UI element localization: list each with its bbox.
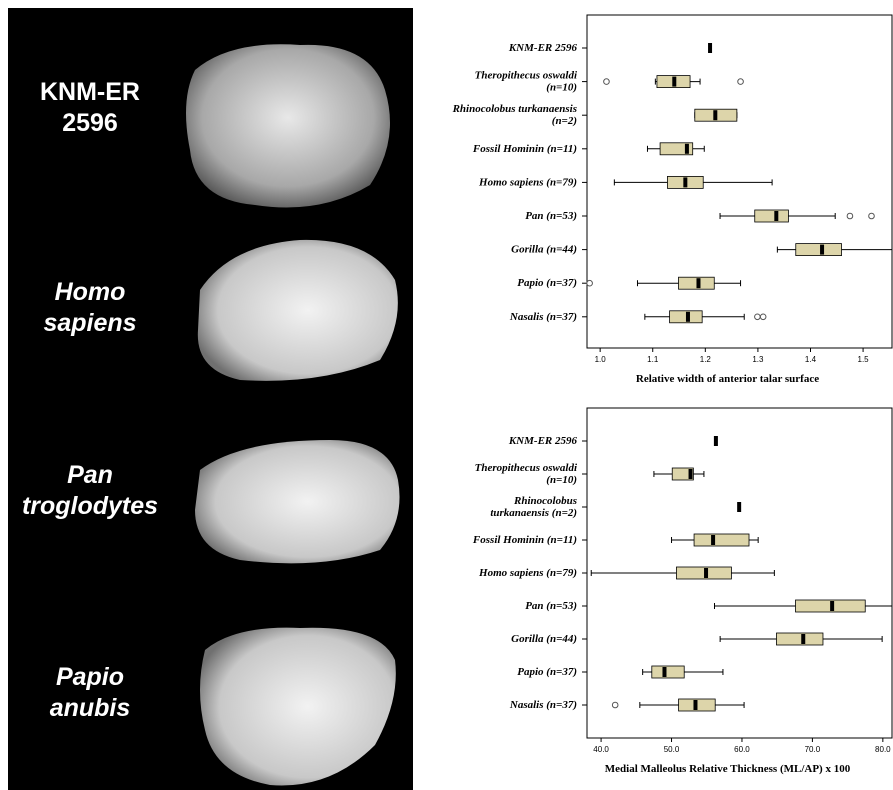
category-label: turkanaensis (n=2) — [490, 507, 577, 519]
category-label: Papio (n=37) — [517, 277, 577, 289]
outlier — [760, 314, 766, 320]
category-label: Fossil Hominin (n=11) — [472, 143, 577, 155]
page: {"specimens":[{"lines":["KNM-ER","2596"]… — [0, 0, 893, 790]
category-label: Gorilla (n=44) — [511, 633, 577, 645]
specimen-label: Papio — [56, 663, 124, 691]
x-tick-label: 40.0 — [593, 745, 609, 754]
plot-frame — [587, 15, 892, 348]
category-label: Theropithecus oswaldi — [475, 70, 578, 82]
x-tick-label: 1.4 — [805, 355, 817, 364]
category-label: (n=10) — [546, 474, 577, 486]
box — [694, 534, 749, 546]
specimen-label: 2596 — [62, 109, 118, 137]
bone-photo — [186, 44, 390, 207]
category-label: Homo sapiens (n=79) — [478, 176, 577, 188]
outlier — [869, 213, 875, 219]
median — [820, 245, 824, 255]
box — [676, 567, 731, 579]
x-axis-label: Medial Malleolus Relative Thickness (ML/… — [605, 763, 851, 775]
box — [776, 633, 822, 645]
x-tick-label: 1.5 — [858, 355, 870, 364]
outlier — [587, 280, 593, 286]
bone-photo — [195, 440, 400, 563]
x-axis-label: Relative width of anterior talar surface — [636, 373, 819, 385]
median — [704, 568, 708, 578]
category-label: Rhinocolobus turkanaensis — [452, 103, 577, 115]
box — [670, 311, 703, 323]
x-tick-label: 1.3 — [752, 355, 764, 364]
specimen-label: troglodytes — [22, 492, 158, 520]
category-label: Pan (n=53) — [525, 210, 577, 222]
category-label: Papio (n=37) — [517, 666, 577, 678]
box — [652, 666, 684, 678]
box — [796, 244, 842, 256]
median — [693, 700, 697, 710]
x-tick-label: 60.0 — [734, 745, 750, 754]
median — [801, 634, 805, 644]
median — [685, 144, 689, 154]
specimen-label: anubis — [50, 694, 131, 722]
x-tick-label: 1.2 — [700, 355, 712, 364]
specimen-label: sapiens — [43, 309, 136, 337]
category-label: Theropithecus oswaldi — [475, 462, 578, 474]
median — [713, 110, 717, 120]
category-label: (n=10) — [546, 82, 577, 94]
median — [737, 502, 741, 512]
outlier — [604, 79, 610, 85]
median — [708, 43, 712, 53]
outlier — [847, 213, 853, 219]
median — [696, 278, 700, 288]
category-label: Nasalis (n=37) — [509, 311, 577, 323]
category-label: Rhinocolobus — [513, 495, 577, 507]
box — [679, 277, 715, 289]
category-label: KNM-ER 2596 — [508, 435, 578, 447]
outlier — [612, 702, 618, 708]
median — [683, 177, 687, 187]
median — [830, 601, 834, 611]
specimen-label: Homo — [55, 278, 126, 306]
specimen-label: KNM-ER — [40, 78, 140, 106]
specimen-label: Pan — [67, 461, 113, 489]
median — [711, 535, 715, 545]
x-tick-label: 80.0 — [875, 745, 891, 754]
category-label: KNM-ER 2596 — [508, 42, 578, 54]
median — [662, 667, 666, 677]
x-tick-label: 70.0 — [805, 745, 821, 754]
median — [774, 211, 778, 221]
category-label: Homo sapiens (n=79) — [478, 567, 577, 579]
x-tick-label: 1.1 — [647, 355, 659, 364]
box — [755, 210, 789, 222]
figure: KNM-ER 2596 Homo sapiens Pan troglodytes Papio… — [0, 0, 893, 790]
median — [672, 77, 676, 87]
category-label: Nasalis (n=37) — [509, 699, 577, 711]
median — [686, 312, 690, 322]
median — [689, 469, 693, 479]
category-label: (n=2) — [552, 115, 577, 127]
outlier — [755, 314, 761, 320]
x-tick-label: 50.0 — [664, 745, 680, 754]
category-label: Pan (n=53) — [525, 600, 577, 612]
category-label: Gorilla (n=44) — [511, 244, 577, 256]
median — [714, 436, 718, 446]
x-tick-label: 1.0 — [595, 355, 607, 364]
outlier — [738, 79, 744, 85]
category-label: Fossil Hominin (n=11) — [472, 534, 577, 546]
